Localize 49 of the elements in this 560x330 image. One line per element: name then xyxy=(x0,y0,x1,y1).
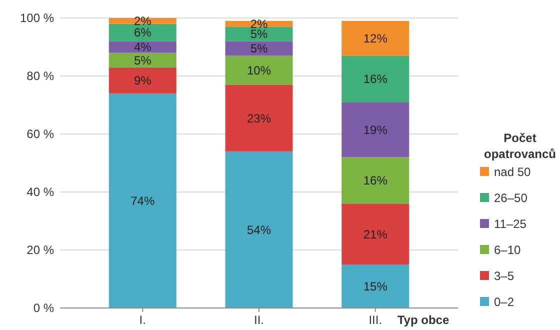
data-label: 21% xyxy=(363,227,388,242)
data-label: 74% xyxy=(130,194,155,208)
data-label: 5% xyxy=(250,42,268,56)
legend-label: nad 50 xyxy=(494,165,532,180)
bar xyxy=(342,56,410,102)
data-label: 4% xyxy=(134,40,152,54)
bar xyxy=(342,157,410,204)
y-tick-label: 80 % xyxy=(26,69,54,84)
data-label: 19% xyxy=(363,122,388,137)
data-label: 16% xyxy=(363,72,388,86)
bar xyxy=(225,26,293,42)
bar xyxy=(225,151,293,308)
bar xyxy=(342,204,410,264)
bar xyxy=(108,24,176,42)
x-axis-title: Typ obce xyxy=(397,313,450,327)
data-label: 16% xyxy=(363,174,388,188)
legend-label: 3–5 xyxy=(494,269,514,284)
bar xyxy=(108,41,176,53)
legend-label: 11–25 xyxy=(494,217,527,232)
legend-label: 6–10 xyxy=(494,243,522,258)
bar xyxy=(225,41,293,56)
data-label: 6% xyxy=(134,26,152,40)
bar xyxy=(225,84,293,152)
x-tick-label: III. xyxy=(368,313,382,327)
data-label: 5% xyxy=(134,53,152,68)
legend-label: 0–2 xyxy=(494,295,514,310)
y-tick-label: 0 % xyxy=(33,301,54,316)
bar xyxy=(108,67,176,94)
data-label: 15% xyxy=(363,279,388,294)
y-tick-label: 100 % xyxy=(20,11,54,26)
y-tick-label: 40 % xyxy=(26,185,54,200)
bar xyxy=(225,56,293,85)
bar xyxy=(108,18,176,24)
bar xyxy=(342,264,410,308)
bar xyxy=(108,52,176,68)
bar xyxy=(342,20,410,56)
data-label: 12% xyxy=(363,32,388,46)
data-label: 5% xyxy=(250,27,268,42)
legend-label: 26–50 xyxy=(494,191,528,206)
y-tick-label: 60 % xyxy=(26,127,54,142)
bar xyxy=(342,102,410,158)
data-label: 23% xyxy=(246,111,272,126)
data-label: 54% xyxy=(246,222,272,237)
data-label: 10% xyxy=(246,63,272,78)
data-label: 9% xyxy=(134,74,152,88)
y-tick-label: 20 % xyxy=(26,243,54,258)
x-tick-label: II. xyxy=(254,313,264,327)
x-tick-label: I. xyxy=(139,313,146,327)
bar xyxy=(108,93,176,308)
